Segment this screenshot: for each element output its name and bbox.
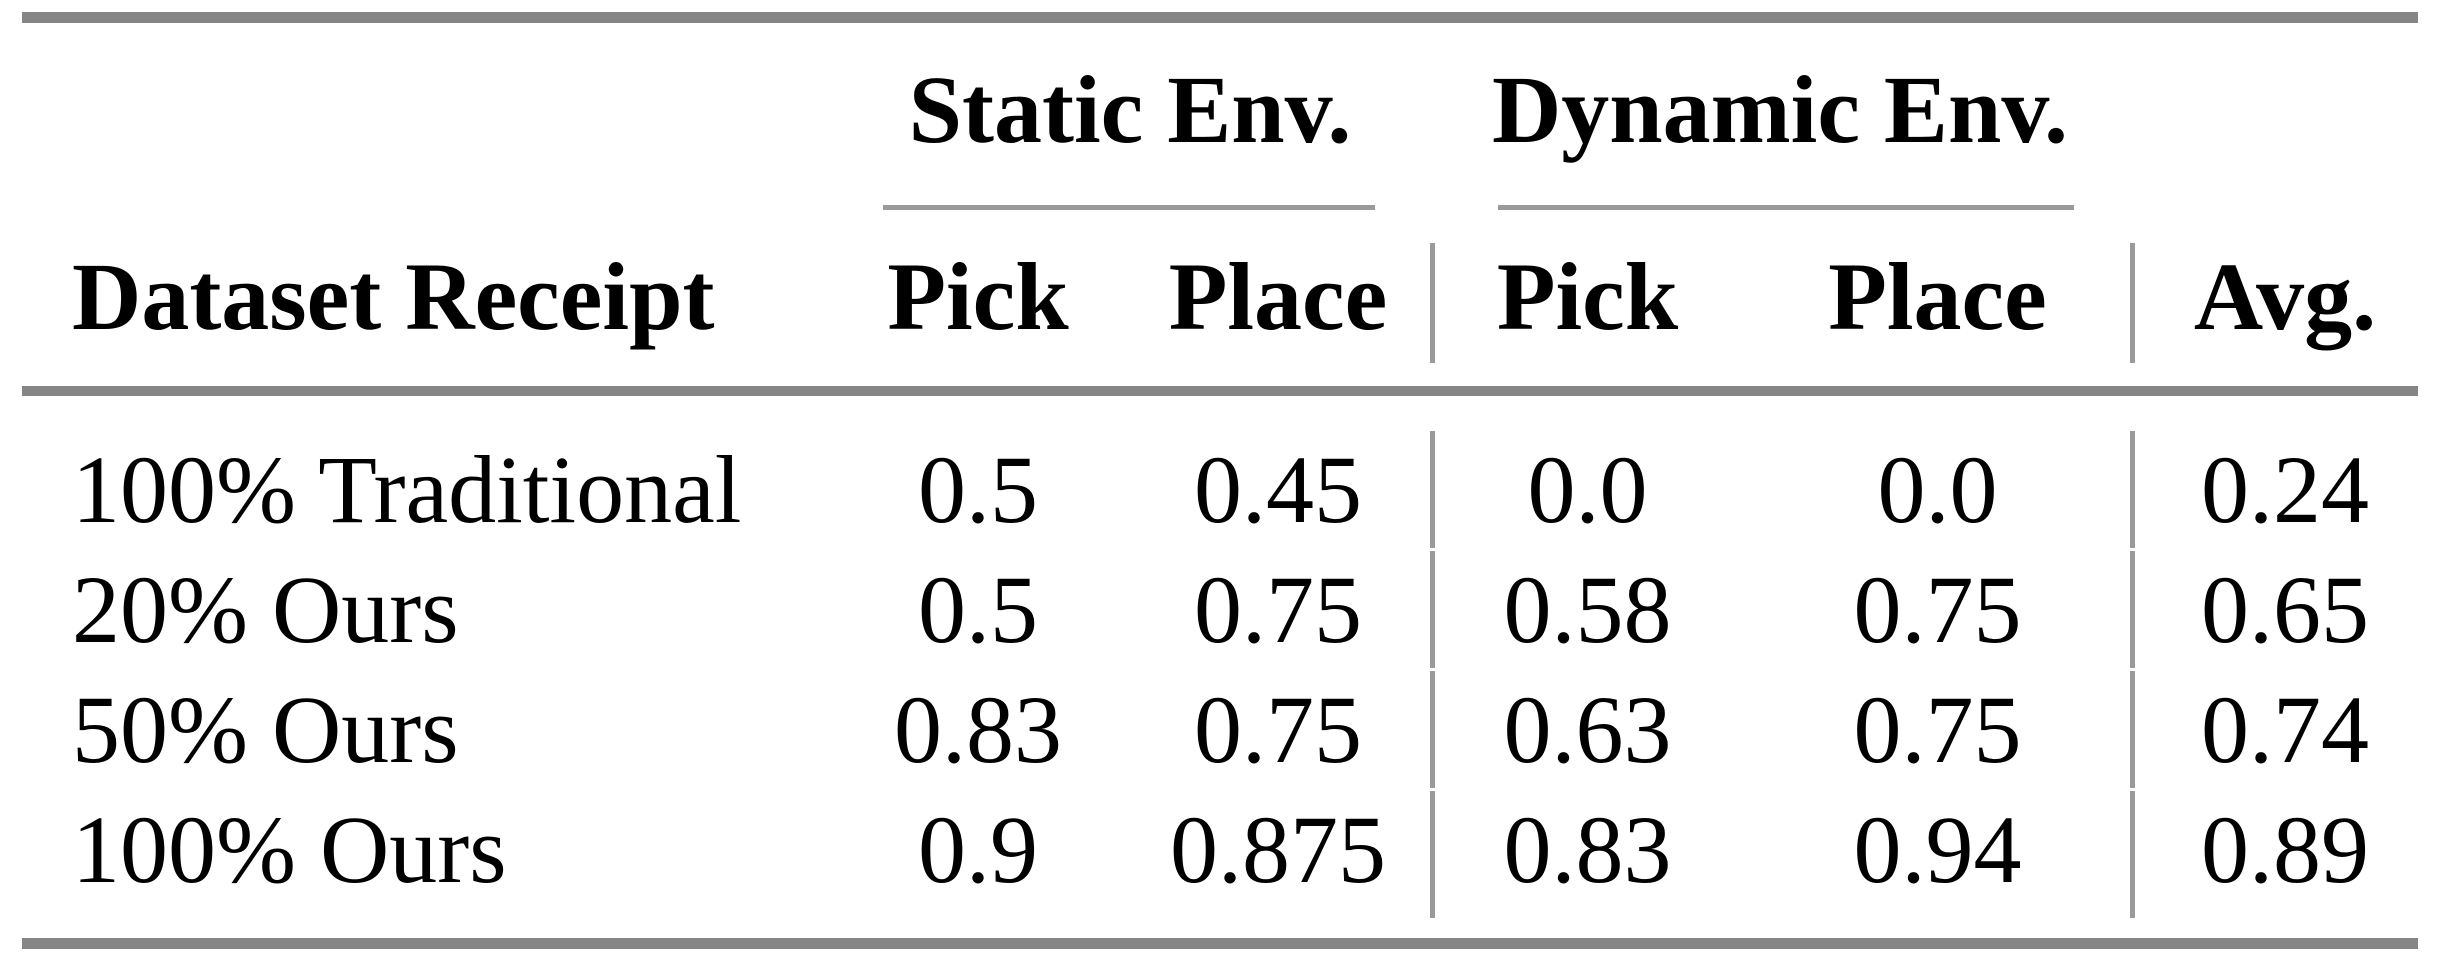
row-label: 100% Ours [72, 796, 507, 903]
cell-avg: 0.74 [2201, 676, 2369, 783]
row-label: 20% Ours [72, 556, 459, 663]
cell-static-pick: 0.83 [894, 676, 1062, 783]
cell-static-place: 0.45 [1194, 436, 1362, 543]
header-dynamic-place: Place [1828, 243, 2047, 350]
cell-dynamic-place: 0.75 [1853, 556, 2022, 663]
cell-static-pick: 0.5 [918, 556, 1038, 663]
header-dynamic-pick: Pick [1496, 243, 1679, 350]
dynamic-env-group-header: Dynamic Env. [1491, 56, 2069, 163]
vertical-separator-static-dynamic [1430, 551, 1435, 668]
column-group-header-row: Static Env. Dynamic Env. [0, 30, 2440, 190]
group-header-spacer [2130, 30, 2440, 190]
cell-static-pick: 0.9 [918, 796, 1038, 903]
cell-static-place: 0.75 [1194, 556, 1362, 663]
cell-dynamic-place: 0.75 [1853, 676, 2022, 783]
vertical-separator-static-dynamic [1430, 791, 1435, 918]
cell-static-place: 0.75 [1194, 676, 1362, 783]
table-top-rule [22, 12, 2418, 23]
vertical-separator-avg [2130, 243, 2135, 363]
table-row: 50% Ours 0.83 0.75 0.63 0.75 0.74 [0, 671, 2440, 789]
table-header-separator-rule [22, 386, 2418, 396]
cell-avg: 0.89 [2201, 796, 2369, 903]
vertical-separator-avg [2130, 551, 2135, 668]
cell-dynamic-pick: 0.63 [1503, 676, 1672, 783]
cell-dynamic-place: 0.94 [1853, 796, 2022, 903]
cell-avg: 0.65 [2201, 556, 2369, 663]
cell-static-place: 0.875 [1170, 796, 1386, 903]
vertical-separator-static-dynamic [1430, 671, 1435, 788]
header-dataset-receipt: Dataset Receipt [72, 243, 715, 350]
static-env-underline-rule [883, 205, 1375, 210]
vertical-separator-avg [2130, 671, 2135, 788]
static-env-group-header: Static Env. [908, 56, 1352, 163]
column-header-row: Dataset Receipt Pick Place Pick Place Av… [0, 213, 2440, 381]
cell-avg: 0.24 [2201, 436, 2369, 543]
header-avg: Avg. [2193, 243, 2377, 350]
header-static-place: Place [1168, 243, 1388, 350]
row-label: 100% Traditional [72, 436, 742, 543]
row-label: 50% Ours [72, 676, 459, 783]
cell-dynamic-pick: 0.83 [1503, 796, 1672, 903]
vertical-separator-avg [2130, 791, 2135, 918]
vertical-separator-static-dynamic [1430, 243, 1435, 363]
header-static-pick: Pick [887, 243, 1069, 350]
cell-dynamic-pick: 0.0 [1527, 436, 1648, 543]
cell-dynamic-pick: 0.58 [1503, 556, 1672, 663]
cell-static-pick: 0.5 [918, 436, 1038, 543]
table-row: 100% Ours 0.9 0.875 0.83 0.94 0.89 [0, 791, 2440, 909]
table-row: 100% Traditional 0.5 0.45 0.0 0.0 0.24 [0, 431, 2440, 549]
vertical-separator-static-dynamic [1430, 431, 1435, 548]
dynamic-env-underline-rule [1498, 205, 2074, 210]
group-header-spacer [0, 30, 830, 190]
table-bottom-rule [22, 938, 2418, 949]
cell-dynamic-place: 0.0 [1877, 436, 1998, 543]
vertical-separator-avg [2130, 431, 2135, 548]
table-row: 20% Ours 0.5 0.75 0.58 0.75 0.65 [0, 551, 2440, 669]
